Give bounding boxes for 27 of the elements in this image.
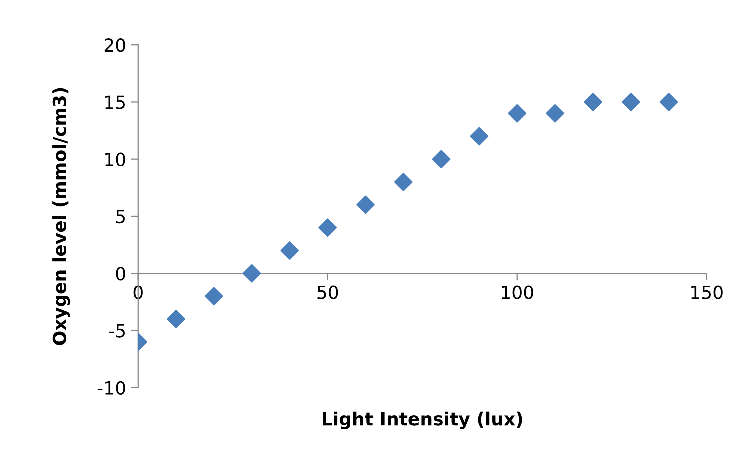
y-tick-label: 15 bbox=[106, 96, 125, 110]
x-tick-label: 150 bbox=[692, 286, 723, 300]
y-tick-label: 20 bbox=[104, 38, 126, 52]
point bbox=[470, 127, 489, 146]
point bbox=[204, 287, 224, 306]
point bbox=[622, 93, 640, 112]
y-tick-label: -10 bbox=[98, 381, 126, 395]
point bbox=[167, 310, 186, 329]
point bbox=[318, 218, 338, 238]
point bbox=[660, 93, 678, 112]
y-tick-label: 0 bbox=[116, 267, 126, 281]
x-tick-label: 100 bbox=[502, 286, 534, 300]
point bbox=[356, 196, 375, 214]
point bbox=[508, 104, 527, 123]
point bbox=[584, 93, 602, 112]
point bbox=[280, 242, 300, 260]
y-tick-label: 10 bbox=[106, 152, 126, 166]
point bbox=[546, 104, 564, 123]
point bbox=[242, 264, 262, 283]
point bbox=[432, 150, 451, 169]
x-axis-title: Light Intensity (lux) bbox=[323, 412, 522, 430]
x-tick-label: 0 bbox=[134, 286, 143, 300]
point bbox=[394, 173, 413, 192]
y-tick-label: -5 bbox=[109, 324, 125, 338]
x-tick-label: 50 bbox=[318, 286, 338, 300]
y-tick-label: 5 bbox=[116, 210, 125, 224]
y-axis-title: Oxygen level (mmol/cm3) bbox=[52, 88, 70, 346]
